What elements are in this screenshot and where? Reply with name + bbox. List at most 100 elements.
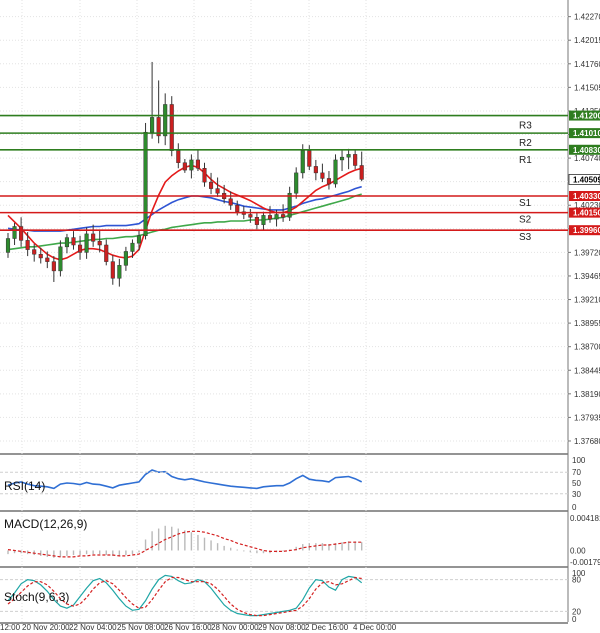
bearish-candle[interactable] (176, 150, 181, 163)
pivot-level-price: 1.41010 (573, 129, 600, 138)
macd-tick-label: 0.00 (570, 546, 586, 555)
bearish-candle[interactable] (281, 214, 286, 218)
bearish-candle[interactable] (110, 261, 115, 279)
time-tick-label: 26 Nov 16:00 (164, 623, 212, 632)
price-tick-label: 1.38190 (574, 390, 600, 399)
stoch-tick-label: 80 (572, 576, 581, 585)
bearish-candle[interactable] (254, 217, 259, 225)
bullish-candle[interactable] (287, 192, 292, 218)
bearish-candle[interactable] (215, 188, 220, 194)
pivot-level-price: 1.40150 (573, 209, 600, 218)
stoch-tick-label: 20 (572, 607, 581, 616)
bullish-candle[interactable] (274, 214, 279, 220)
bullish-candle[interactable] (117, 265, 122, 279)
time-tick-label: 2 Dec 16:00 (305, 623, 349, 632)
price-tick-label: 1.37680 (574, 437, 600, 446)
time-tick-label: 25 Nov 08:00 (117, 623, 165, 632)
bullish-candle[interactable] (130, 242, 135, 252)
bearish-candle[interactable] (104, 244, 109, 262)
bearish-candle[interactable] (353, 154, 358, 166)
price-tick-label: 1.38955 (574, 319, 600, 328)
rsi-tick-label: 100 (572, 456, 586, 465)
bullish-candle[interactable] (189, 159, 194, 171)
time-tick-label: 22 Nov 04:00 (69, 623, 117, 632)
time-tick-label: 29 Nov 08:00 (258, 623, 306, 632)
bearish-candle[interactable] (326, 178, 331, 185)
pivot-level-name: R1 (519, 155, 532, 166)
price-tick-label: 1.41760 (574, 60, 600, 69)
price-panel[interactable]: R3 R2 R1 S1 S2 S3 (0, 61, 568, 490)
bearish-candle[interactable] (97, 241, 102, 246)
bearish-candle[interactable] (235, 204, 240, 212)
pivot-level-badge (569, 110, 600, 121)
stochastic-panel[interactable]: Stoch(9,6,3) (0, 574, 568, 617)
current-price-label: 1.40509 (573, 175, 600, 184)
macd-tick-label: 0.004181 (570, 514, 600, 523)
rsi-line (7, 469, 363, 490)
bullish-candle[interactable] (261, 215, 266, 225)
time-tick-label: 20 Nov 20:00 (22, 623, 70, 632)
macd-panel[interactable]: MACD(12,26,9) (4, 517, 363, 558)
bullish-candle[interactable] (294, 172, 299, 194)
pivot-level-name: R2 (519, 138, 532, 149)
bullish-candle[interactable] (150, 117, 155, 133)
bearish-candle[interactable] (38, 253, 43, 259)
stoch-d-line (7, 576, 362, 617)
bearish-candle[interactable] (71, 237, 76, 246)
bearish-candle[interactable] (359, 165, 364, 180)
stoch-tick-label: 100 (572, 569, 586, 578)
bearish-candle[interactable] (91, 233, 96, 242)
bullish-candle[interactable] (340, 156, 345, 161)
pivot-level-price: 1.41200 (573, 112, 600, 121)
rsi-tick-label: 30 (572, 490, 581, 499)
bearish-candle[interactable] (195, 159, 200, 169)
bearish-candle[interactable] (307, 150, 312, 167)
bullish-candle[interactable] (58, 246, 63, 272)
bullish-candle[interactable] (123, 251, 128, 266)
bullish-candle[interactable] (84, 233, 89, 253)
rsi-tick-label: 0 (572, 503, 577, 512)
stoch-title: Stoch(9,6,3) (4, 590, 69, 604)
bearish-candle[interactable] (78, 244, 83, 253)
bullish-candle[interactable] (163, 104, 168, 137)
bearish-candle[interactable] (45, 257, 50, 262)
pivot-level-badge (569, 225, 600, 236)
bullish-candle[interactable] (5, 238, 11, 253)
bearish-candle[interactable] (19, 226, 24, 241)
bearish-candle[interactable] (320, 172, 325, 179)
bearish-candle[interactable] (156, 117, 161, 137)
bearish-candle[interactable] (25, 240, 30, 250)
bearish-candle[interactable] (267, 215, 273, 220)
bullish-candle[interactable] (12, 226, 17, 239)
bearish-candle[interactable] (169, 104, 174, 151)
rsi-title: RSI(14) (4, 479, 45, 493)
bullish-candle[interactable] (300, 150, 305, 174)
bearish-candle[interactable] (202, 168, 207, 183)
bullish-candle[interactable] (346, 154, 351, 158)
bearish-candle[interactable] (51, 261, 56, 272)
bearish-candle[interactable] (182, 162, 187, 171)
bullish-candle[interactable] (143, 131, 148, 236)
price-tick-label: 1.41505 (574, 83, 600, 92)
bearish-candle[interactable] (228, 198, 233, 206)
pivot-level-name: S2 (519, 215, 532, 226)
time-axis: 12:00 20 Nov 20:00 22 Nov 04:00 25 Nov 08:0… (0, 623, 397, 632)
pivot-level-badge (569, 190, 600, 201)
bullish-candle[interactable] (333, 159, 338, 185)
pivot-level-badge (569, 207, 600, 218)
price-tick-label: 1.39720 (574, 248, 600, 257)
bearish-candle[interactable] (209, 181, 214, 189)
pivot-level-name: S1 (519, 198, 532, 209)
pivot-level-name: S3 (519, 232, 532, 243)
bearish-candle[interactable] (248, 214, 253, 218)
price-tick-label: 1.39210 (574, 296, 600, 305)
bullish-candle[interactable] (136, 235, 142, 244)
rsi-panel[interactable]: RSI(14) (0, 471, 568, 495)
pivot-level-price: 1.40830 (573, 146, 600, 155)
bullish-candle[interactable] (64, 237, 70, 248)
macd-signal-line (7, 530, 362, 558)
bearish-candle[interactable] (313, 166, 318, 174)
bearish-candle[interactable] (32, 249, 37, 255)
